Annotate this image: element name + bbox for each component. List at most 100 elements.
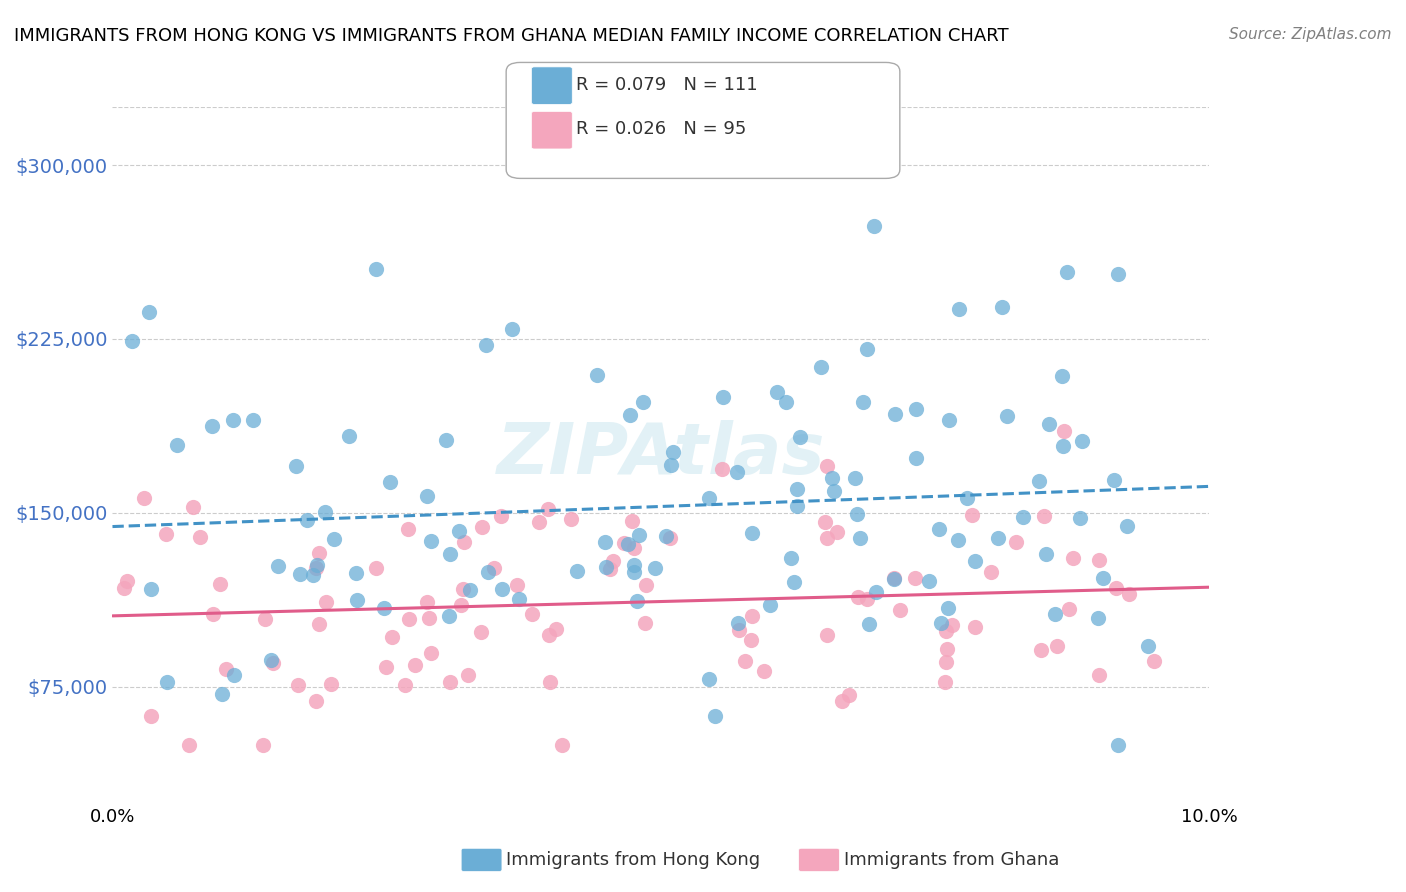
Point — [538, 674, 561, 689]
Point — [1056, 265, 1078, 279]
Point — [697, 491, 720, 505]
Point — [863, 219, 886, 233]
Point — [1143, 654, 1166, 668]
Point — [506, 577, 529, 591]
Point — [1104, 473, 1126, 487]
Point — [962, 508, 984, 522]
Point — [620, 514, 643, 528]
Point — [602, 554, 624, 568]
Point — [856, 592, 879, 607]
Point — [814, 515, 837, 529]
Point — [529, 515, 551, 529]
Point — [623, 558, 645, 572]
Point — [1052, 439, 1074, 453]
Point — [285, 458, 308, 473]
Text: ZIPAtlas: ZIPAtlas — [496, 420, 825, 490]
Point — [1069, 510, 1091, 524]
Point — [114, 581, 136, 595]
Point — [815, 458, 838, 473]
Point — [779, 550, 801, 565]
Point — [1107, 267, 1129, 281]
Point — [364, 560, 387, 574]
Point — [308, 546, 330, 560]
Point — [865, 585, 887, 599]
Point — [1088, 552, 1111, 566]
Point — [815, 628, 838, 642]
Point — [956, 491, 979, 505]
Point — [156, 674, 179, 689]
Point — [437, 609, 460, 624]
Point — [929, 615, 952, 630]
Point — [344, 566, 367, 581]
Point — [759, 599, 782, 613]
Point — [501, 322, 523, 336]
Point — [965, 620, 987, 634]
Point — [848, 532, 870, 546]
Point — [139, 582, 162, 596]
Point — [1011, 509, 1033, 524]
Point — [418, 610, 440, 624]
Point — [1046, 640, 1069, 654]
Point — [404, 658, 426, 673]
Point — [305, 561, 328, 575]
Point — [1087, 611, 1109, 625]
Point — [980, 566, 1002, 580]
Point — [995, 409, 1018, 423]
Point — [659, 458, 682, 473]
Point — [381, 630, 404, 644]
Point — [457, 668, 479, 682]
Point — [396, 522, 419, 536]
Point — [889, 603, 911, 617]
Point — [260, 653, 283, 667]
Text: R = 0.079   N = 111: R = 0.079 N = 111 — [576, 76, 758, 94]
Point — [1137, 639, 1160, 653]
Point — [918, 574, 941, 589]
Point — [458, 582, 481, 597]
Point — [470, 625, 492, 640]
Point — [489, 508, 512, 523]
Point — [439, 547, 461, 561]
Point — [636, 577, 658, 591]
Point — [449, 524, 471, 538]
Point — [201, 419, 224, 434]
Point — [658, 531, 681, 545]
Point — [844, 471, 866, 485]
Point — [181, 500, 204, 514]
Point — [166, 438, 188, 452]
Point — [1043, 607, 1066, 621]
Point — [253, 612, 276, 626]
Point — [323, 533, 346, 547]
Point — [373, 600, 395, 615]
Point — [775, 394, 797, 409]
Point — [662, 445, 685, 459]
Point — [825, 524, 848, 539]
Point — [617, 537, 640, 551]
Point — [734, 654, 756, 668]
Point — [522, 607, 544, 621]
Point — [823, 483, 845, 498]
Point — [308, 617, 330, 632]
Point — [634, 615, 657, 630]
Point — [1062, 550, 1084, 565]
Point — [831, 694, 853, 708]
Point — [215, 662, 238, 676]
Point — [208, 577, 231, 591]
Point — [711, 390, 734, 404]
Point — [935, 624, 957, 638]
Point — [852, 395, 875, 409]
Point — [786, 499, 808, 513]
Point — [1028, 474, 1050, 488]
Point — [141, 709, 163, 723]
Point — [904, 401, 927, 416]
Point — [1052, 369, 1074, 384]
Point — [987, 531, 1010, 545]
Point — [451, 582, 474, 596]
Point — [938, 413, 960, 427]
Point — [1032, 508, 1054, 523]
Point — [315, 595, 337, 609]
Point — [703, 708, 725, 723]
Point — [595, 535, 617, 549]
Point — [134, 491, 156, 505]
Point — [439, 674, 461, 689]
Text: Immigrants from Hong Kong: Immigrants from Hong Kong — [506, 851, 761, 869]
